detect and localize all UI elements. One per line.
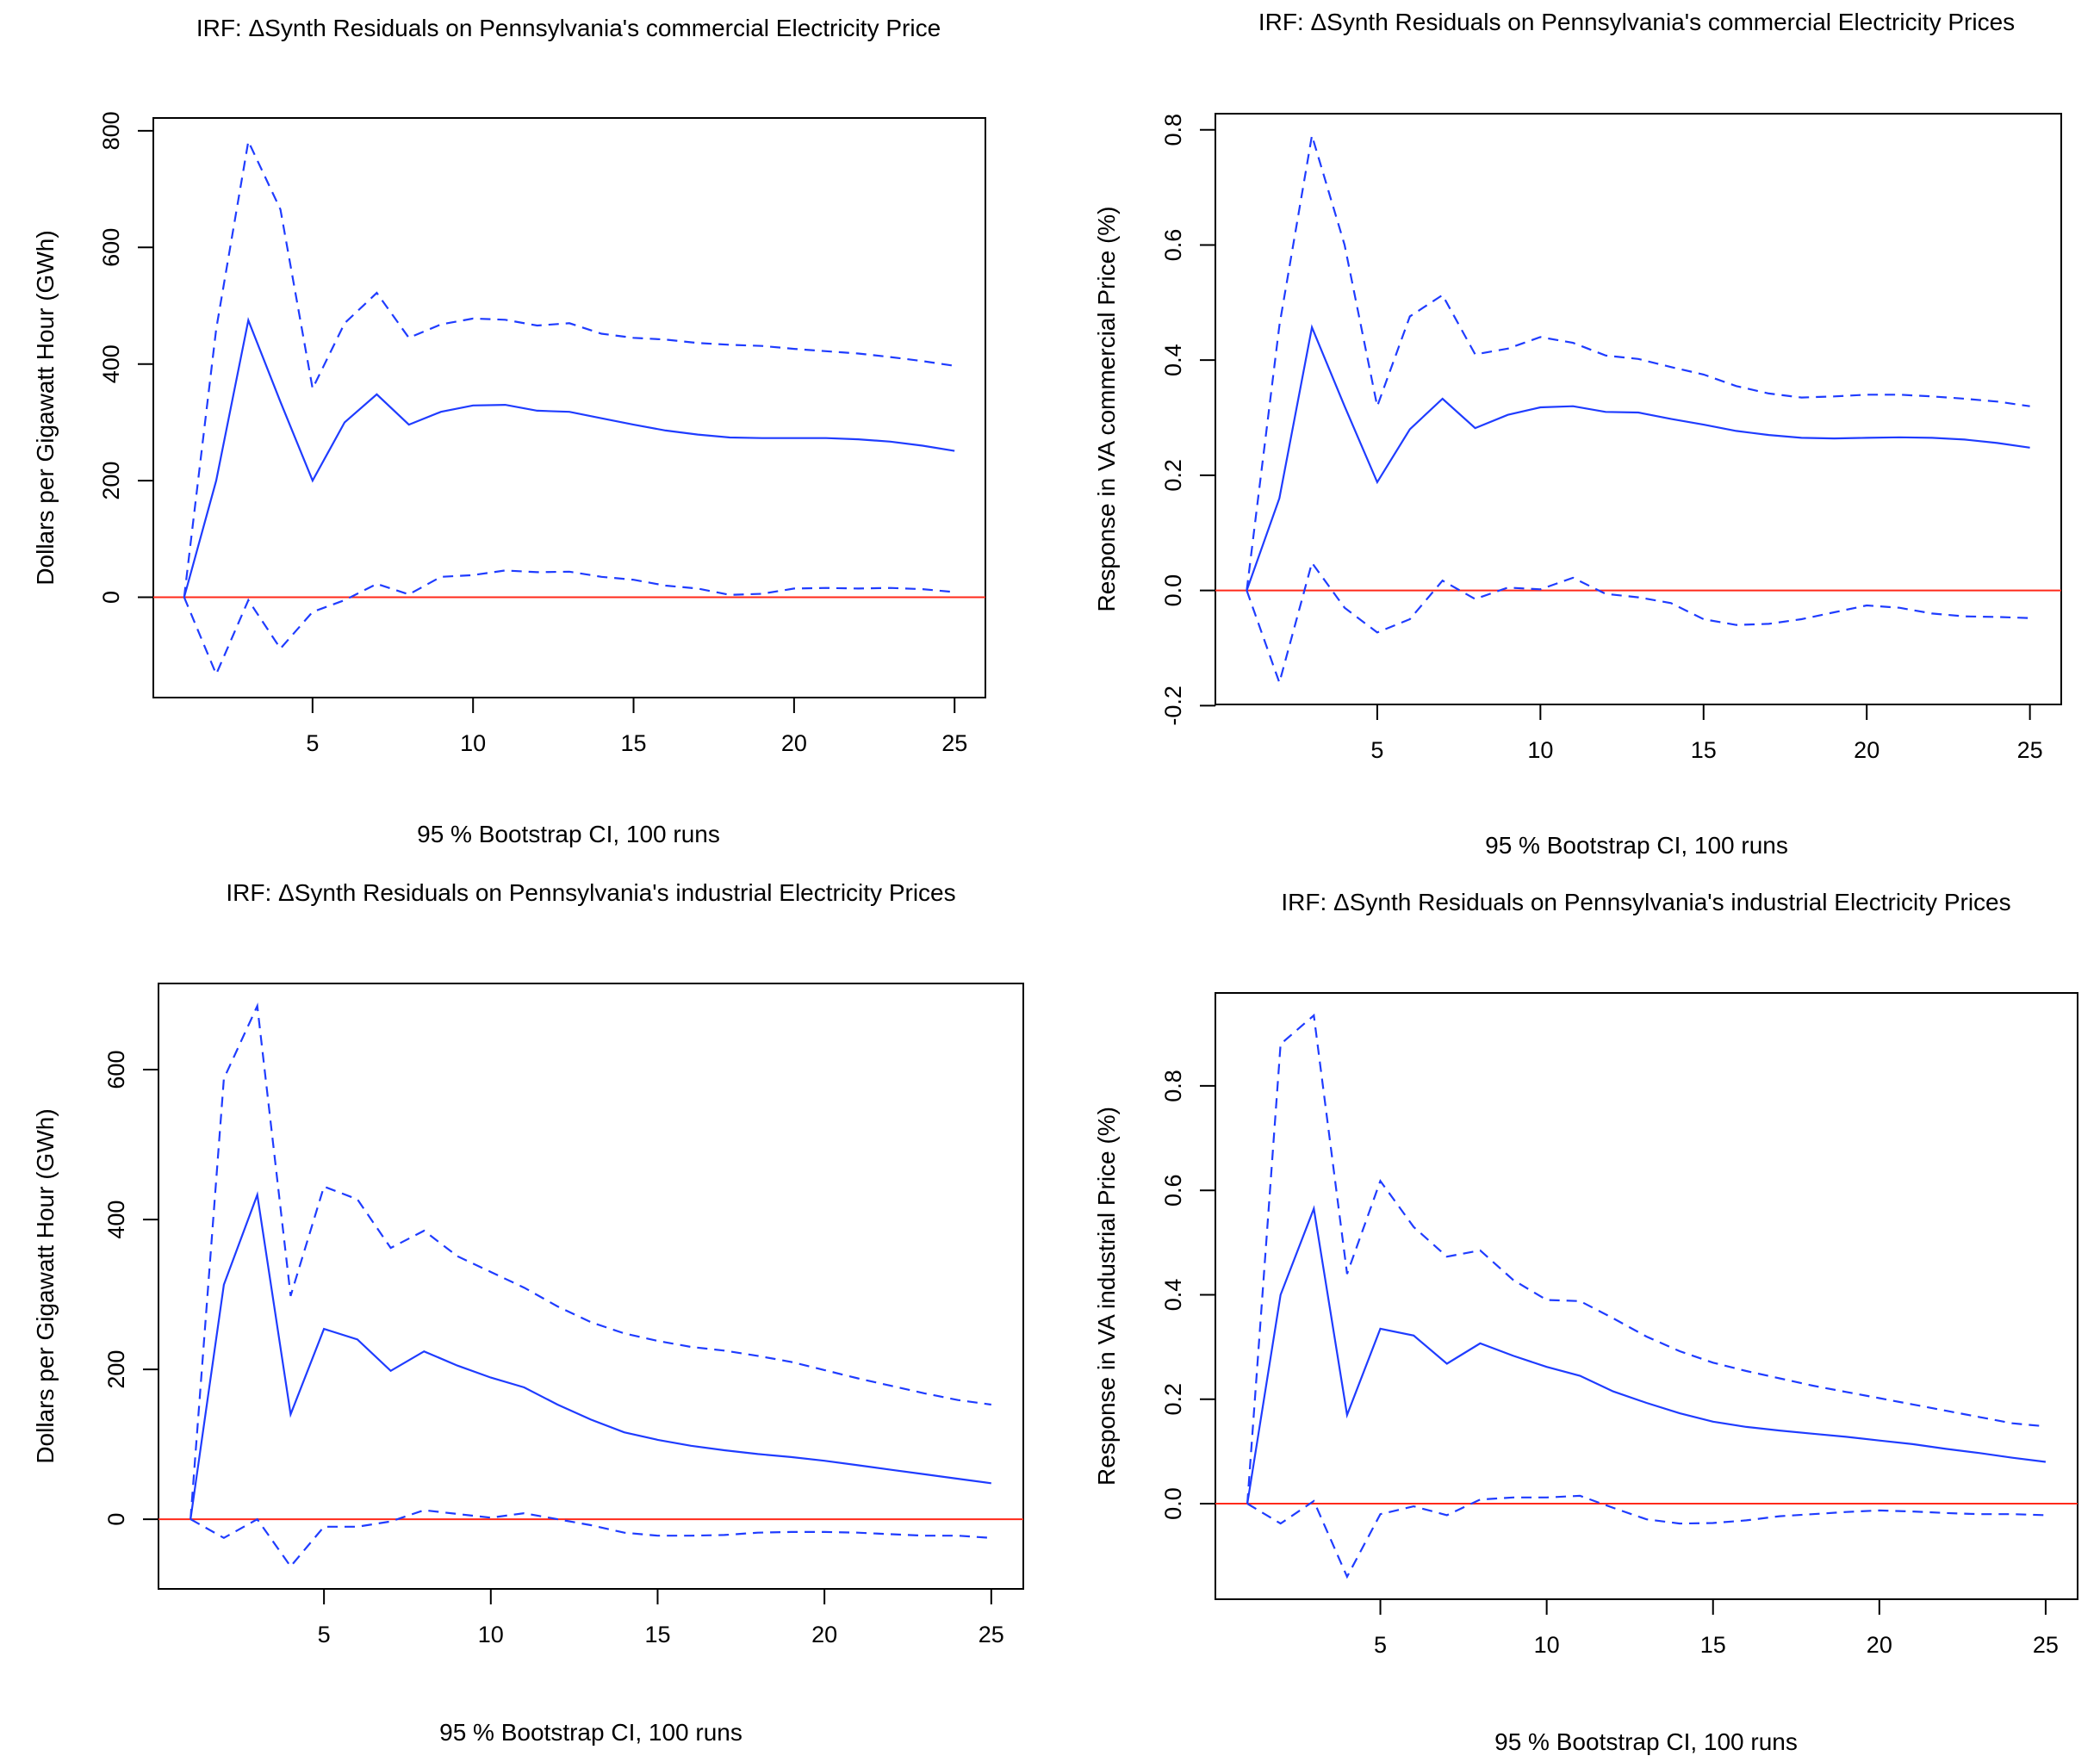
y-tick-label: 200 [103,1350,129,1389]
chart-panel-3: IRF: ΔSynth Residuals on Pennsylvania's … [32,879,1024,1746]
y-tick-label: 0.8 [1160,114,1186,146]
irf-line [183,317,955,598]
plot-frame [1215,113,2062,705]
y-tick-label: 0 [103,1513,129,1526]
upper-ci-line [1246,135,2030,591]
x-tick-label: 15 [1700,1632,1726,1658]
y-axis-label: Response in VA industrial Price (%) [1093,1107,1120,1486]
y-tick-label: 0.8 [1160,1070,1186,1102]
y-tick-label: 0.6 [1160,1174,1186,1207]
x-tick-label: 15 [1691,737,1717,763]
y-tick-label: 0.4 [1160,344,1186,376]
x-tick-label: 25 [2017,737,2043,763]
x-tick-label: 10 [460,730,486,756]
x-tick-label: 20 [1854,737,1879,763]
y-tick-label: 200 [98,462,124,500]
plot-frame [158,983,1024,1590]
plot-frame [152,117,986,698]
upper-ci-line [189,1002,991,1520]
x-tick-label: 5 [1370,737,1383,763]
y-tick-label: 400 [98,344,124,383]
chart-panel-4: IRF: ΔSynth Residuals on Pennsylvania's … [1093,889,2078,1755]
x-axis-label: 95 % Bootstrap CI, 100 runs [1494,1728,1798,1755]
lower-ci-line [1246,1494,2046,1579]
y-axis-label: Dollars per Gigawatt Hour (GWh) [32,230,59,585]
x-tick-label: 10 [1527,737,1553,763]
x-axis-label: 95 % Bootstrap CI, 100 runs [417,821,720,847]
plot-frame [1215,992,2078,1600]
chart-panel-1: IRF: ΔSynth Residuals on Pennsylvania's … [32,15,986,847]
irf-line [1246,1205,2047,1505]
chart-title: IRF: ΔSynth Residuals on Pennsylvania's … [196,15,941,41]
x-tick-label: 25 [979,1622,1004,1647]
lower-ci-line [183,569,955,677]
x-tick-label: 15 [621,730,647,756]
y-tick-label: 0.6 [1160,229,1186,262]
lower-ci-line [189,1509,991,1568]
chart-title: IRF: ΔSynth Residuals on Pennsylvania's … [226,879,955,906]
x-tick-label: 25 [941,730,967,756]
chart-title: IRF: ΔSynth Residuals on Pennsylvania's … [1281,889,2010,915]
y-tick-label: 400 [103,1201,129,1239]
x-axis-label: 95 % Bootstrap CI, 100 runs [1485,832,1788,859]
y-axis-label: Response in VA commercial Price (%) [1093,207,1120,612]
y-tick-label: 0.0 [1160,1487,1186,1520]
y-axis-label: Dollars per Gigawatt Hour (GWh) [32,1108,59,1463]
upper-ci-line [183,138,955,598]
y-tick-label: 0 [98,591,124,604]
y-tick-label: 800 [98,111,124,150]
y-tick-label: 0.2 [1160,1383,1186,1416]
y-tick-label: 0.0 [1160,574,1186,607]
y-tick-label: -0.2 [1160,686,1186,726]
x-tick-label: 5 [306,730,319,756]
x-axis-label: 95 % Bootstrap CI, 100 runs [439,1719,742,1746]
upper-ci-line [1246,1013,2047,1505]
x-tick-label: 20 [1867,1632,1892,1658]
chart-panel-2: IRF: ΔSynth Residuals on Pennsylvania's … [1093,9,2062,859]
irf-line [189,1191,991,1520]
y-tick-label: 600 [103,1051,129,1089]
irf-line [1246,324,2030,591]
chart-title: IRF: ΔSynth Residuals on Pennsylvania's … [1258,9,2015,35]
y-tick-label: 0.4 [1160,1279,1186,1312]
x-tick-label: 20 [781,730,807,756]
x-tick-label: 10 [1534,1632,1560,1658]
x-tick-label: 25 [2033,1632,2059,1658]
x-tick-label: 20 [811,1622,837,1647]
lower-ci-line [1246,560,2030,686]
x-tick-label: 15 [644,1622,670,1647]
y-tick-label: 0.2 [1160,459,1186,492]
x-tick-label: 5 [1374,1632,1387,1658]
x-tick-label: 10 [478,1622,504,1647]
x-tick-label: 5 [318,1622,331,1647]
y-tick-label: 600 [98,228,124,267]
